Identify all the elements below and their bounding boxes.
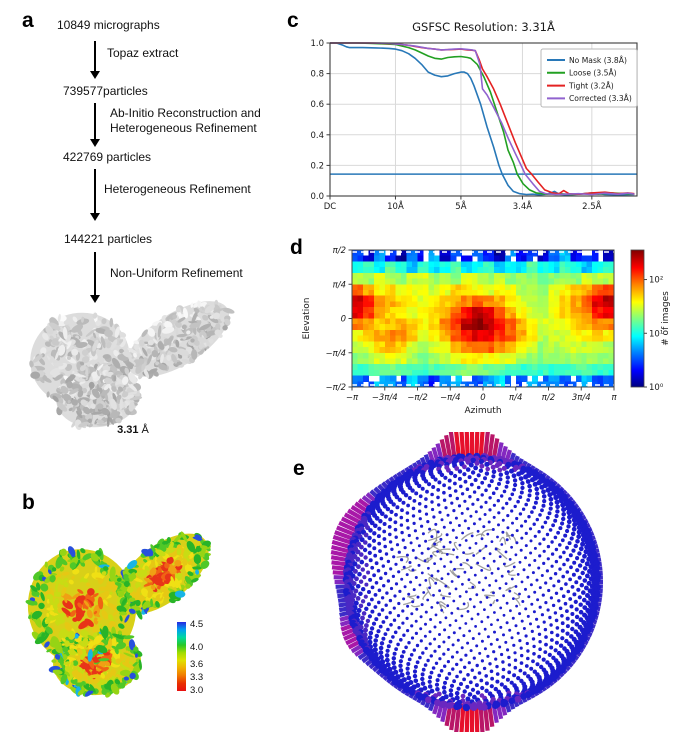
flow-step-nonuniform: Non-Uniform Refinement [110, 266, 243, 280]
orientation-heatmap: −π −3π/4 −π/2 −π/4 0 π/4 π/2 3π/4 π π/2 π/4 0 −π/4 −π… [302, 246, 671, 415]
resolution-caption: 3.31 Å [117, 424, 149, 436]
svg-text:3.4Å: 3.4Å [513, 200, 533, 212]
local-res-colorbar: 4.5 4.0 3.6 3.3 3.0 [177, 619, 217, 702]
svg-text:−π/2: −π/2 [407, 393, 428, 403]
svg-text:Tight (3.2Å): Tight (3.2Å) [568, 81, 614, 90]
svg-text:π/4: π/4 [333, 280, 346, 290]
svg-text:π/2: π/2 [333, 246, 346, 256]
flow-arrowhead-icon [90, 71, 100, 79]
flow-step-hetero: Heterogeneous Refinement [104, 182, 251, 196]
svg-text:π/4: π/4 [509, 393, 522, 403]
density-map-gray [29, 299, 235, 431]
svg-text:Loose (3.5Å): Loose (3.5Å) [569, 69, 617, 78]
svg-text:0: 0 [341, 315, 346, 325]
panel-e-label: e [293, 457, 305, 480]
flow-arrow-line [94, 252, 96, 295]
svg-text:Elevation: Elevation [302, 298, 312, 340]
svg-text:0.6: 0.6 [310, 100, 324, 110]
flow-arrow-line [94, 103, 96, 139]
svg-text:2.5Å: 2.5Å [582, 200, 602, 212]
flow-step-abinitio: Ab-Initio Reconstruction and Heterogeneo… [110, 106, 261, 135]
flow-arrow-line [94, 41, 96, 72]
svg-text:−π/4: −π/4 [325, 349, 346, 359]
svg-text:# of images: # of images [661, 291, 671, 346]
svg-text:No Mask (3.8Å): No Mask (3.8Å) [569, 56, 627, 65]
svg-text:−π: −π [346, 393, 359, 403]
colorbar-gradient [177, 622, 186, 691]
angular-distribution-sphere [330, 432, 603, 732]
svg-text:−π/2: −π/2 [325, 383, 346, 393]
flow-arrowhead-icon [90, 295, 100, 303]
svg-text:0.2: 0.2 [310, 161, 324, 171]
svg-text:10Å: 10Å [387, 200, 404, 212]
colorbar-tick: 4.5 [190, 619, 204, 630]
svg-text:10⁰: 10⁰ [649, 383, 664, 393]
svg-text:10²: 10² [649, 276, 663, 286]
local-resolution-map [25, 531, 211, 698]
svg-text:−π/4: −π/4 [440, 393, 461, 403]
panel-a-label: a [22, 9, 34, 32]
flow-arrowhead-icon [90, 213, 100, 221]
panel-c-label: c [287, 9, 299, 32]
svg-text:0.8: 0.8 [310, 70, 324, 80]
svg-text:−3π/4: −3π/4 [372, 393, 398, 403]
panel-b-label: b [22, 491, 35, 514]
svg-text:10¹: 10¹ [649, 329, 663, 339]
flow-node-particles-1: 739577particles [63, 84, 148, 98]
colorbar-tick: 3.6 [190, 659, 204, 670]
flow-node-particles-2: 422769 particles [63, 150, 152, 164]
svg-text:GSFSC Resolution: 3.31Å: GSFSC Resolution: 3.31Å [412, 19, 555, 34]
svg-text:0.4: 0.4 [310, 131, 324, 141]
svg-text:π/2: π/2 [542, 393, 555, 403]
svg-text:π: π [611, 393, 617, 403]
svg-text:1.0: 1.0 [310, 39, 324, 49]
colorbar-tick: 3.0 [190, 685, 204, 696]
svg-text:3π/4: 3π/4 [572, 393, 591, 403]
colorbar-tick: 4.0 [190, 642, 204, 653]
svg-text:DC: DC [324, 202, 337, 212]
fsc-plot: DC 10Å 5Å 3.4Å 2.5Å 0.0 0.2 0.4 0.6 0.8 1.0 GSFSC R… [310, 19, 638, 212]
flow-arrow-line [94, 169, 96, 213]
flow-arrowhead-icon [90, 139, 100, 147]
flow-step-topaz: Topaz extract [107, 46, 179, 60]
svg-text:Azimuth: Azimuth [464, 406, 501, 415]
svg-text:0: 0 [480, 393, 485, 403]
svg-text:Corrected (3.3Å): Corrected (3.3Å) [569, 94, 632, 103]
flow-node-micrographs: 10849 micrographs [57, 18, 160, 32]
svg-text:5Å: 5Å [455, 200, 466, 212]
svg-text:0.0: 0.0 [310, 192, 324, 202]
flow-node-particles-3: 144221 particles [64, 232, 153, 246]
panel-d-label: d [290, 236, 303, 259]
colorbar-tick: 3.3 [190, 672, 204, 683]
